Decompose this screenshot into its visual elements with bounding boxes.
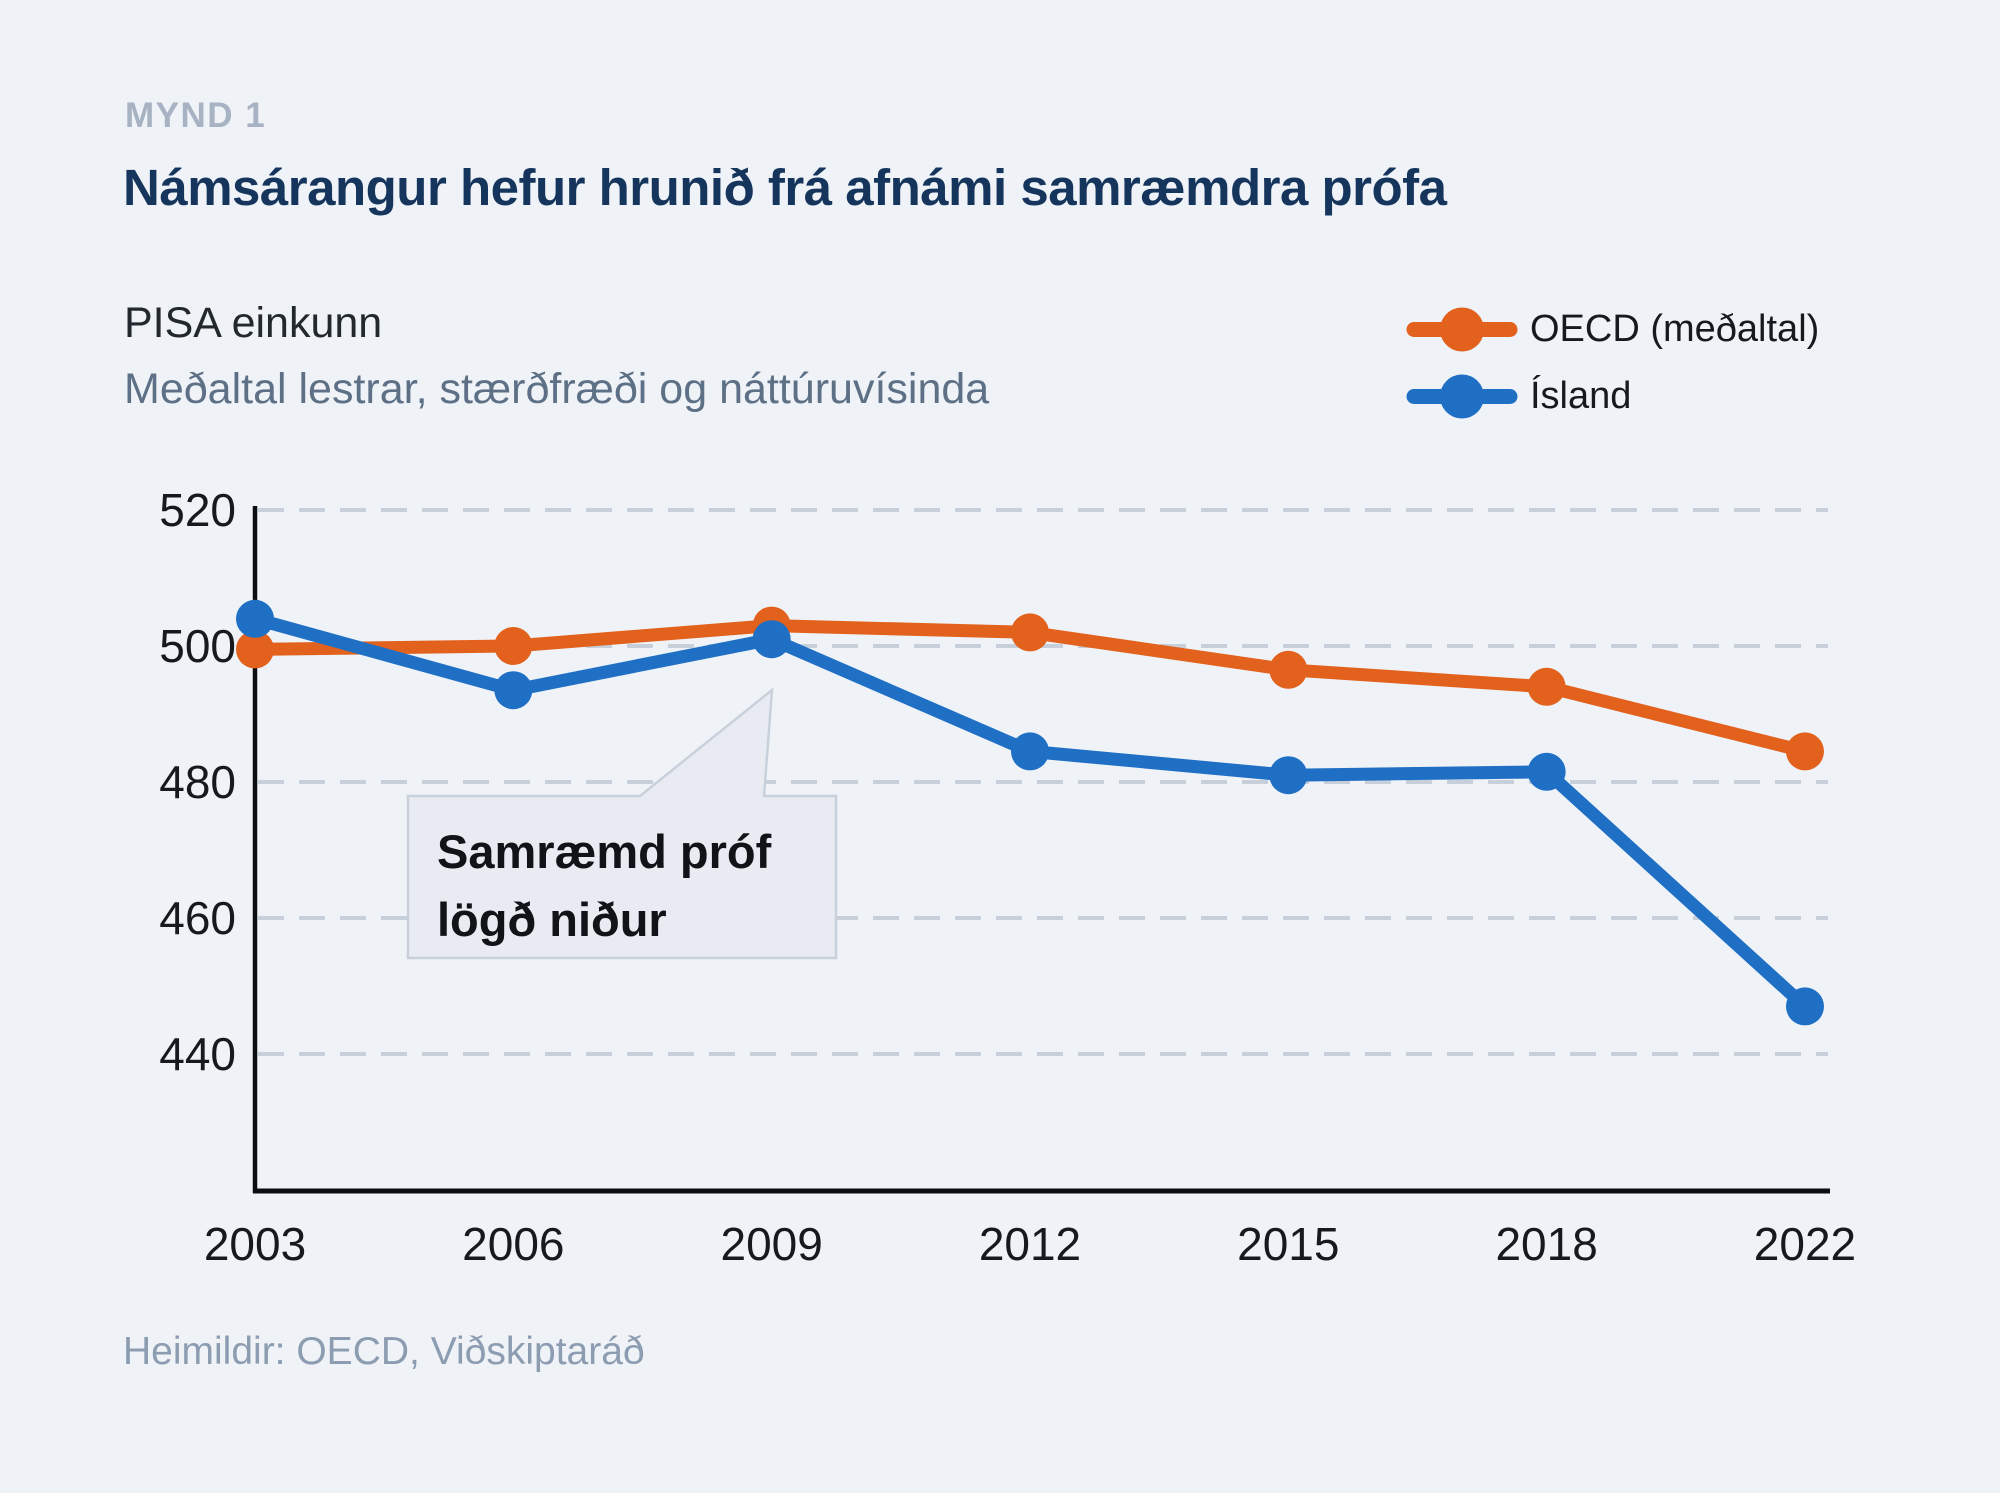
iceland-line-marker-icon [1406, 374, 1518, 419]
data-point-oecd-2018 [1527, 667, 1566, 706]
axis-tick-labels: 520 500 480 460 440 2003 2006 2009 2012 2015 2018 2… [159, 484, 1856, 1270]
legend-label-oecd: OECD (meðaltal) [1530, 308, 1820, 350]
data-point-iceland-2003 [236, 599, 274, 638]
data-point-iceland-2006 [494, 671, 533, 710]
annotation-line1: Samræmd próf [437, 825, 772, 878]
data-point-oecd-2006 [494, 627, 533, 665]
data-point-oecd-2015 [1269, 650, 1308, 689]
x-tick-label-2018: 2018 [1495, 1218, 1597, 1270]
data-point-iceland-2012 [1010, 732, 1049, 771]
data-point-oecd-2012 [1010, 613, 1049, 652]
figure-label: MYND 1 [125, 96, 267, 135]
x-tick-label-2022: 2022 [1754, 1218, 1856, 1270]
x-tick-label-2009: 2009 [720, 1218, 822, 1270]
data-point-oecd-2003 [236, 630, 274, 669]
data-point-iceland-2015 [1269, 756, 1308, 795]
legend-item-iceland: Ísland [1406, 372, 1819, 421]
legend: OECD (meðaltal) Ísland [1406, 305, 1819, 421]
y-tick-label-520: 520 [159, 484, 236, 536]
data-series [236, 599, 1824, 1026]
y-tick-label-480: 480 [159, 756, 236, 808]
data-point-iceland-2018 [1527, 752, 1566, 791]
x-tick-label-2012: 2012 [979, 1218, 1081, 1270]
annotation-text: Samræmd próf lögð niður [437, 818, 771, 954]
chart-title: Námsárangur hefur hrunið frá afnámi samr… [123, 159, 1447, 216]
x-tick-label-2003: 2003 [204, 1218, 306, 1270]
oecd-line-marker-icon [1406, 307, 1518, 352]
chart-subtitle: Meðaltal lestrar, stærðfræði og náttúruv… [124, 365, 990, 413]
data-point-iceland-2022 [1785, 987, 1824, 1026]
legend-label-iceland: Ísland [1530, 375, 1632, 417]
y-axis-title: PISA einkunn [124, 299, 383, 347]
x-tick-label-2006: 2006 [462, 1218, 564, 1270]
annotation-line2: lögð niður [437, 893, 667, 946]
legend-item-oecd: OECD (meðaltal) [1406, 305, 1819, 354]
y-tick-label-440: 440 [159, 1028, 236, 1080]
x-tick-label-2015: 2015 [1237, 1218, 1339, 1270]
y-tick-label-460: 460 [159, 892, 236, 944]
data-point-oecd-2022 [1785, 732, 1824, 771]
gridlines [258, 508, 1828, 1056]
data-point-iceland-2009 [752, 620, 791, 659]
y-tick-label-500: 500 [159, 620, 236, 672]
annotation-callout-bubble [406, 687, 838, 960]
source-note: Heimildir: OECD, Viðskiptaráð [123, 1330, 645, 1373]
